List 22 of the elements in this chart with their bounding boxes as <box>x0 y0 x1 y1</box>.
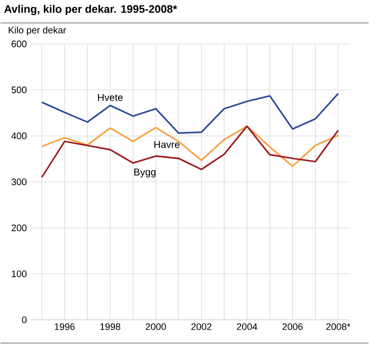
y-tick-label: 300 <box>12 178 27 186</box>
line-series <box>41 125 339 167</box>
chart-title: Avling, kilo per dekar. 1995-2008* <box>4 4 178 16</box>
x-tick-label: 2008* <box>326 323 350 330</box>
y-tick-label: 500 <box>12 86 27 94</box>
line-series <box>41 92 339 134</box>
x-tick-label: 2002 <box>191 323 212 330</box>
x-tick-label: 1998 <box>100 323 120 330</box>
series-label: Bygg <box>134 168 156 178</box>
x-tick-label: 2006 <box>282 323 303 330</box>
y-tick-label: 100 <box>12 270 27 278</box>
series-label: Hvete <box>98 94 123 101</box>
x-tick-label: 2004 <box>236 323 258 330</box>
line-series <box>41 125 339 178</box>
y-tick-label: 400 <box>11 132 27 140</box>
y-tick-label: 0 <box>22 316 27 324</box>
y-tick-label: 200 <box>12 224 27 232</box>
y-axis-title: Kilo per dekar <box>8 26 66 36</box>
x-tick-label: 1996 <box>54 323 75 330</box>
y-tick-label: 600 <box>12 40 27 48</box>
series-label: Havre <box>154 141 180 148</box>
x-tick-label: 2000 <box>146 323 166 330</box>
